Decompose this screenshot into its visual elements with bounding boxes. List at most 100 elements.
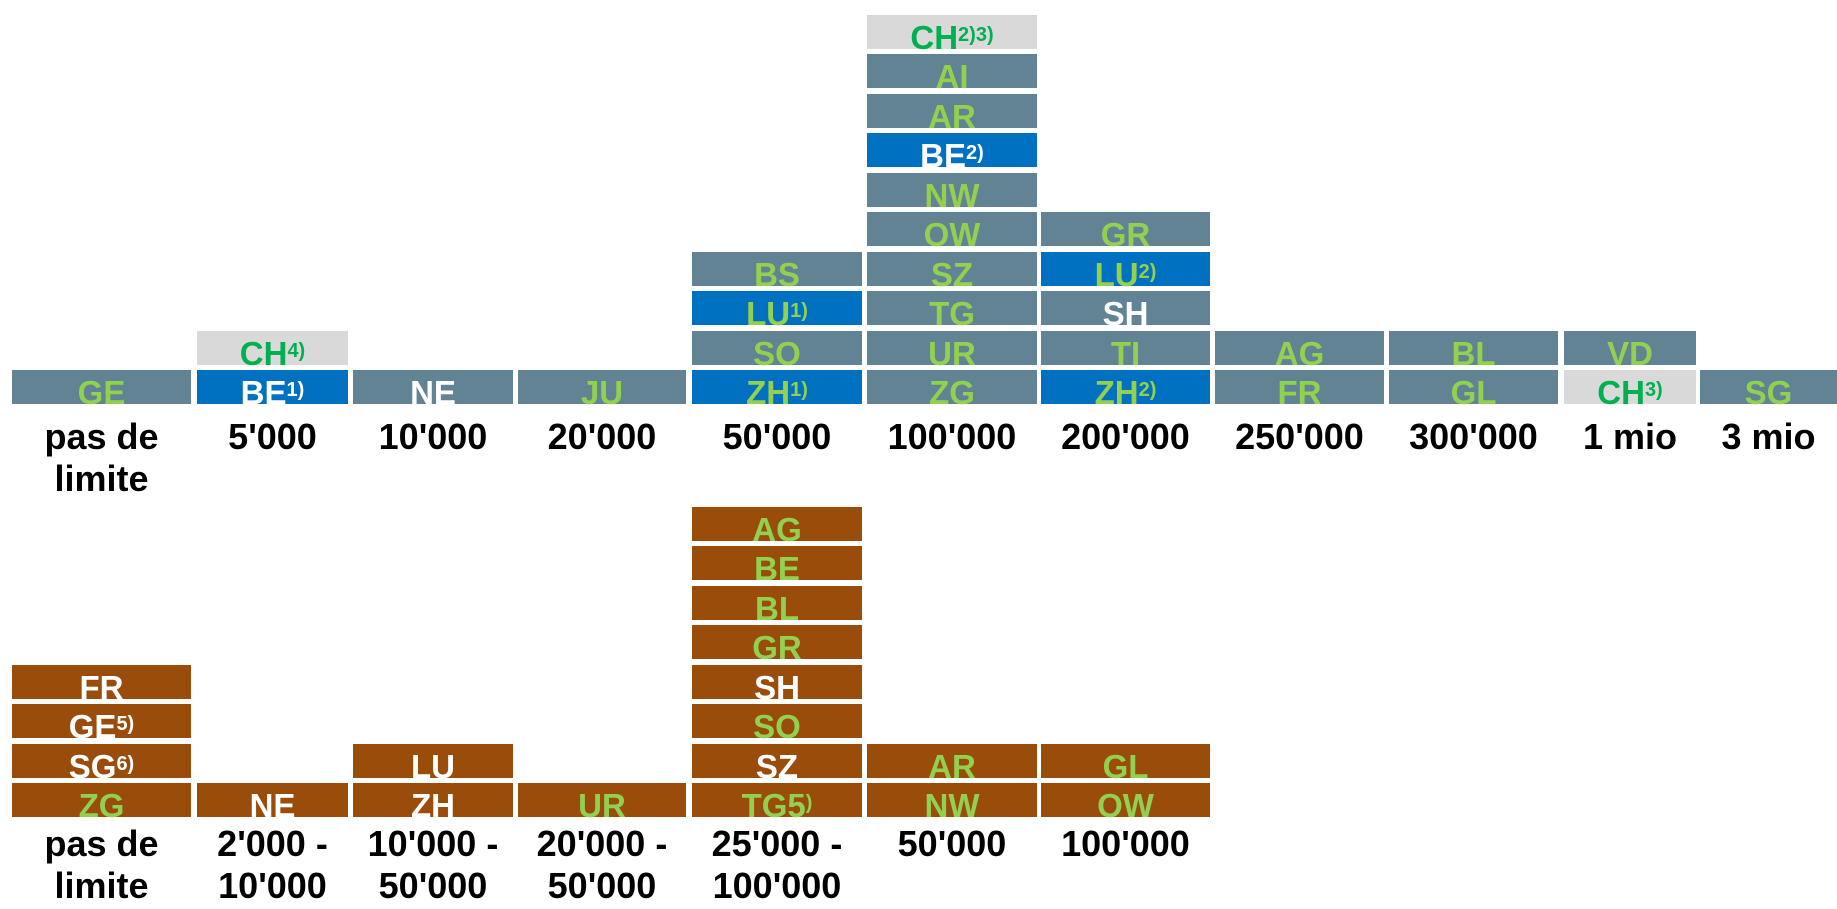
canton-box-bl: BL [692, 585, 862, 625]
footnote-marker: 2) [966, 142, 984, 164]
threshold-label: 100'000 [1035, 823, 1216, 865]
canton-code: SG6) [68, 747, 135, 785]
canton-code: VD [1607, 334, 1653, 372]
canton-code: AI [935, 58, 969, 95]
canton-code: FR [1277, 374, 1322, 411]
footnote-marker: 1) [790, 300, 808, 322]
canton-box-ur: UR [518, 783, 686, 822]
threshold-label: 1 mio [1558, 416, 1702, 458]
threshold-label-line: 50'000 [547, 865, 657, 906]
threshold-label-line: 100'000 [712, 865, 842, 906]
threshold-label: 3 mio [1694, 416, 1837, 458]
canton-box-sg: SG [1700, 370, 1837, 409]
canton-box-vd: VD [1564, 330, 1696, 370]
canton-code: BE [754, 550, 800, 587]
threshold-label-line: 50'000 [378, 865, 488, 906]
canton-box-ur: UR [867, 330, 1037, 370]
threshold-label: 5'000 [191, 416, 354, 458]
canton-box-sh: SH [692, 664, 862, 704]
canton-box-zh: ZH2) [1041, 370, 1210, 409]
threshold-label: 50'000 [686, 416, 868, 458]
threshold-label-line: 1 mio [1582, 416, 1678, 457]
threshold-label: pas de limite [6, 416, 197, 500]
canton-box-gr: GR [1041, 212, 1210, 251]
threshold-label: 20'000 -50'000 [512, 823, 692, 907]
threshold-label: 50'000 [861, 823, 1043, 865]
threshold-label-line: 50'000 [722, 416, 832, 457]
canton-code: SH [754, 668, 800, 706]
footnote-marker: 1) [286, 379, 305, 401]
canton-code: GL [1450, 374, 1497, 411]
threshold-label: 300'000 [1383, 416, 1564, 458]
canton-code: GE5) [68, 708, 135, 745]
canton-box-ai: AI [867, 54, 1037, 93]
canton-code: BL [755, 589, 799, 627]
canton-box-ti: TI [1041, 330, 1210, 370]
canton-box-nw: NW [867, 783, 1037, 822]
canton-code: UR [578, 787, 626, 824]
canton-box-zg: ZG [12, 783, 191, 822]
threshold-label: 10'000 -50'000 [347, 823, 519, 907]
canton-code: NE [410, 374, 456, 411]
threshold-label: 25'000 -100'000 [686, 823, 868, 907]
canton-code: UR [928, 334, 976, 372]
threshold-label-line: 250'000 [1235, 416, 1364, 457]
canton-box-ag: AG [692, 506, 862, 546]
footnote-marker: 2) [1138, 260, 1157, 283]
canton-code: OW [923, 216, 981, 253]
canton-box-bl: BL [1389, 330, 1558, 370]
threshold-label-line: 50'000 [897, 823, 1007, 864]
canton-box-ju: JU [518, 370, 686, 409]
canton-code: LU2) [1094, 255, 1157, 293]
canton-code: BE1) [240, 374, 305, 411]
canton-box-so: SO [692, 704, 862, 743]
canton-code: NW [924, 787, 980, 824]
canton-code: AR [928, 747, 976, 785]
canton-box-gl: GL [1041, 743, 1210, 783]
canton-box-zh: ZH [353, 783, 513, 822]
canton-code: AG [752, 510, 802, 548]
canton-code: JU [580, 374, 624, 411]
canton-code: LU1) [746, 295, 808, 332]
canton-box-ch: CH3) [1564, 370, 1696, 409]
threshold-label-line: 20'000 [547, 416, 657, 457]
canton-box-lu: LU [353, 743, 513, 783]
canton-code: CH4) [239, 334, 306, 372]
threshold-label: 250'000 [1209, 416, 1390, 458]
canton-code: OW [1097, 787, 1154, 824]
canton-box-ow: OW [867, 212, 1037, 251]
canton-box-lu: LU1) [692, 291, 862, 330]
canton-box-ag: AG [1215, 330, 1384, 370]
threshold-label-line: 2'000 - [217, 823, 328, 864]
canton-code: GR [752, 629, 802, 666]
canton-code: ZH2) [1094, 374, 1157, 411]
canton-box-lu: LU2) [1041, 251, 1210, 291]
canton-code: SO [753, 334, 801, 372]
threshold-label-line: 300'000 [1409, 416, 1538, 457]
canton-code: NE [249, 787, 296, 824]
canton-code: LU [411, 747, 455, 785]
canton-code: GL [1102, 747, 1149, 785]
canton-code: FR [79, 668, 124, 706]
canton-box-zg: ZG [867, 370, 1037, 409]
threshold-label-line: 20'000 - [536, 823, 668, 864]
canton-box-ge: GE [12, 370, 191, 409]
canton-code: TG5) [741, 787, 813, 824]
footnote-marker: 5) [116, 713, 135, 735]
canton-code: SZ [930, 255, 974, 293]
threshold-label: 20'000 [512, 416, 692, 458]
canton-code: AG [1274, 334, 1325, 372]
canton-box-bs: BS [692, 251, 862, 291]
canton-code: SH [1102, 295, 1149, 332]
canton-code: TG [929, 295, 975, 332]
threshold-label-line: pas de [44, 823, 159, 864]
canton-box-fr: FR [12, 664, 191, 704]
canton-box-tg: TG [867, 291, 1037, 330]
threshold-label: 2'000 -10'000 [191, 823, 354, 907]
canton-code: BL [1451, 334, 1496, 372]
footnote-marker: ) [805, 792, 813, 814]
canton-box-ch: CH2)3) [867, 14, 1037, 54]
canton-box-ch: CH4) [197, 330, 348, 370]
canton-box-fr: FR [1215, 370, 1384, 409]
canton-box-be: BE2) [867, 133, 1037, 172]
